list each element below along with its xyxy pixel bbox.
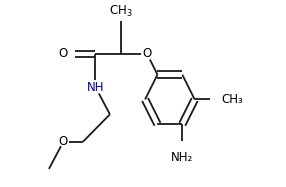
Text: O: O xyxy=(59,135,68,148)
Text: CH$_3$: CH$_3$ xyxy=(110,4,133,19)
Text: NH₂: NH₂ xyxy=(171,151,193,164)
Text: CH₃: CH₃ xyxy=(221,93,243,106)
Text: NH: NH xyxy=(87,81,104,94)
Text: O: O xyxy=(59,47,68,60)
Text: O: O xyxy=(142,47,152,60)
